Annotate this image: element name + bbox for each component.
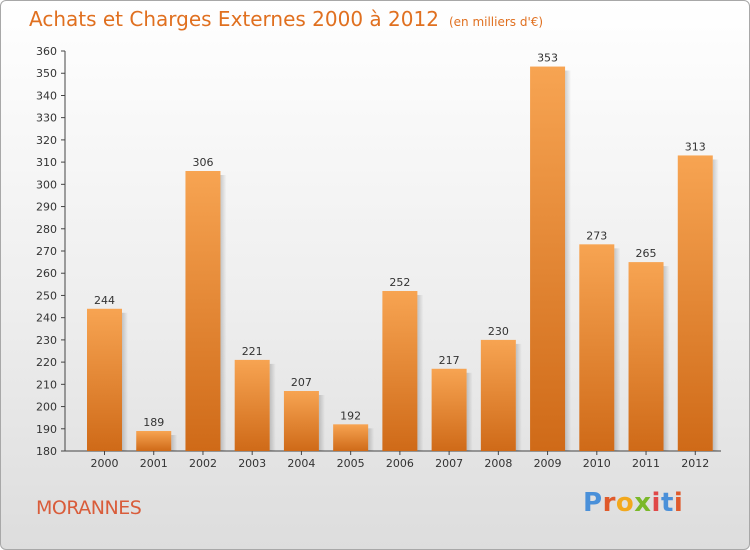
y-tick-label: 200	[36, 401, 57, 414]
logo-letter: o	[615, 488, 635, 518]
bar-shadow	[614, 248, 621, 451]
y-tick-label: 320	[36, 134, 57, 147]
bar-value-label: 230	[488, 325, 509, 338]
bar-value-label: 306	[192, 156, 213, 169]
y-tick-label: 290	[36, 201, 57, 214]
bar-shadow	[269, 363, 276, 451]
bar	[185, 171, 221, 451]
bar-value-label: 207	[291, 376, 312, 389]
bar-shadow	[417, 295, 424, 451]
x-tick-label: 2006	[386, 457, 414, 470]
y-tick-label: 330	[36, 112, 57, 125]
x-tick-label: 2009	[534, 457, 562, 470]
x-tick-label: 2001	[140, 457, 168, 470]
bar-shadow	[171, 435, 178, 451]
bar-shadow	[712, 159, 719, 451]
bar-shadow	[220, 175, 227, 451]
x-tick-label: 2000	[91, 457, 119, 470]
y-tick-label: 350	[36, 67, 57, 80]
bar	[530, 66, 566, 452]
bar-value-label: 221	[242, 345, 263, 358]
logo-letter: i	[673, 488, 684, 518]
bar-shadow	[565, 70, 572, 452]
y-tick-label: 210	[36, 378, 57, 391]
bar-value-label: 273	[586, 229, 607, 242]
x-tick-label: 2012	[681, 457, 709, 470]
y-tick-label: 280	[36, 223, 57, 236]
y-tick-label: 190	[36, 423, 57, 436]
bar-value-label: 189	[143, 416, 164, 429]
bar-value-label: 353	[537, 52, 558, 65]
chart-title: Achats et Charges Externes 2000 à 2012 (e…	[29, 7, 543, 31]
bar	[677, 155, 713, 451]
bar	[579, 244, 615, 451]
bar-value-label: 313	[685, 140, 706, 153]
bar	[382, 291, 418, 451]
y-tick-label: 340	[36, 89, 57, 102]
y-tick-label: 240	[36, 312, 57, 325]
bar	[234, 359, 270, 451]
bar	[87, 308, 122, 451]
y-tick-label: 360	[36, 45, 57, 58]
y-tick-label: 250	[36, 289, 57, 302]
x-tick-label: 2002	[189, 457, 217, 470]
y-tick-label: 300	[36, 178, 57, 191]
chart-unit: (en milliers d'€)	[448, 15, 544, 29]
x-tick-label: 2007	[435, 457, 463, 470]
y-tick-label: 180	[36, 445, 57, 458]
x-tick-label: 2010	[583, 457, 611, 470]
bar-value-label: 265	[636, 247, 657, 260]
logo-letter: P	[583, 488, 603, 518]
logo-letter: t	[660, 488, 674, 518]
bar	[333, 424, 369, 451]
x-tick-label: 2005	[337, 457, 365, 470]
bar	[283, 391, 319, 451]
bar-shadow	[466, 372, 473, 451]
x-tick-label: 2008	[484, 457, 512, 470]
x-tick-label: 2004	[287, 457, 315, 470]
logo-letter: i	[651, 488, 661, 518]
bar	[431, 368, 467, 451]
bar-shadow	[122, 312, 128, 451]
town-name: MORANNES	[36, 497, 142, 519]
proxiti-logo: Proxiti	[583, 488, 683, 518]
y-tick-label: 220	[36, 356, 57, 369]
bar-shadow	[318, 395, 325, 451]
logo-letter: x	[634, 488, 652, 518]
bar-value-label: 252	[389, 276, 410, 289]
y-tick-label: 310	[36, 156, 57, 169]
bar	[628, 262, 664, 451]
chart-title-text: Achats et Charges Externes 2000 à 2012	[29, 7, 439, 31]
bar-shadow	[663, 266, 670, 451]
x-tick-label: 2003	[238, 457, 266, 470]
bar	[136, 431, 172, 451]
logo-letter: r	[602, 488, 616, 518]
bar-value-label: 244	[94, 294, 115, 307]
bar-value-label: 217	[439, 354, 460, 367]
bar	[480, 339, 516, 451]
bar-shadow	[515, 343, 522, 451]
bar-value-label: 192	[340, 409, 361, 422]
bar-shadow	[368, 428, 375, 451]
y-tick-label: 270	[36, 245, 57, 258]
x-tick-label: 2011	[632, 457, 660, 470]
y-tick-label: 230	[36, 334, 57, 347]
y-tick-label: 260	[36, 267, 57, 280]
